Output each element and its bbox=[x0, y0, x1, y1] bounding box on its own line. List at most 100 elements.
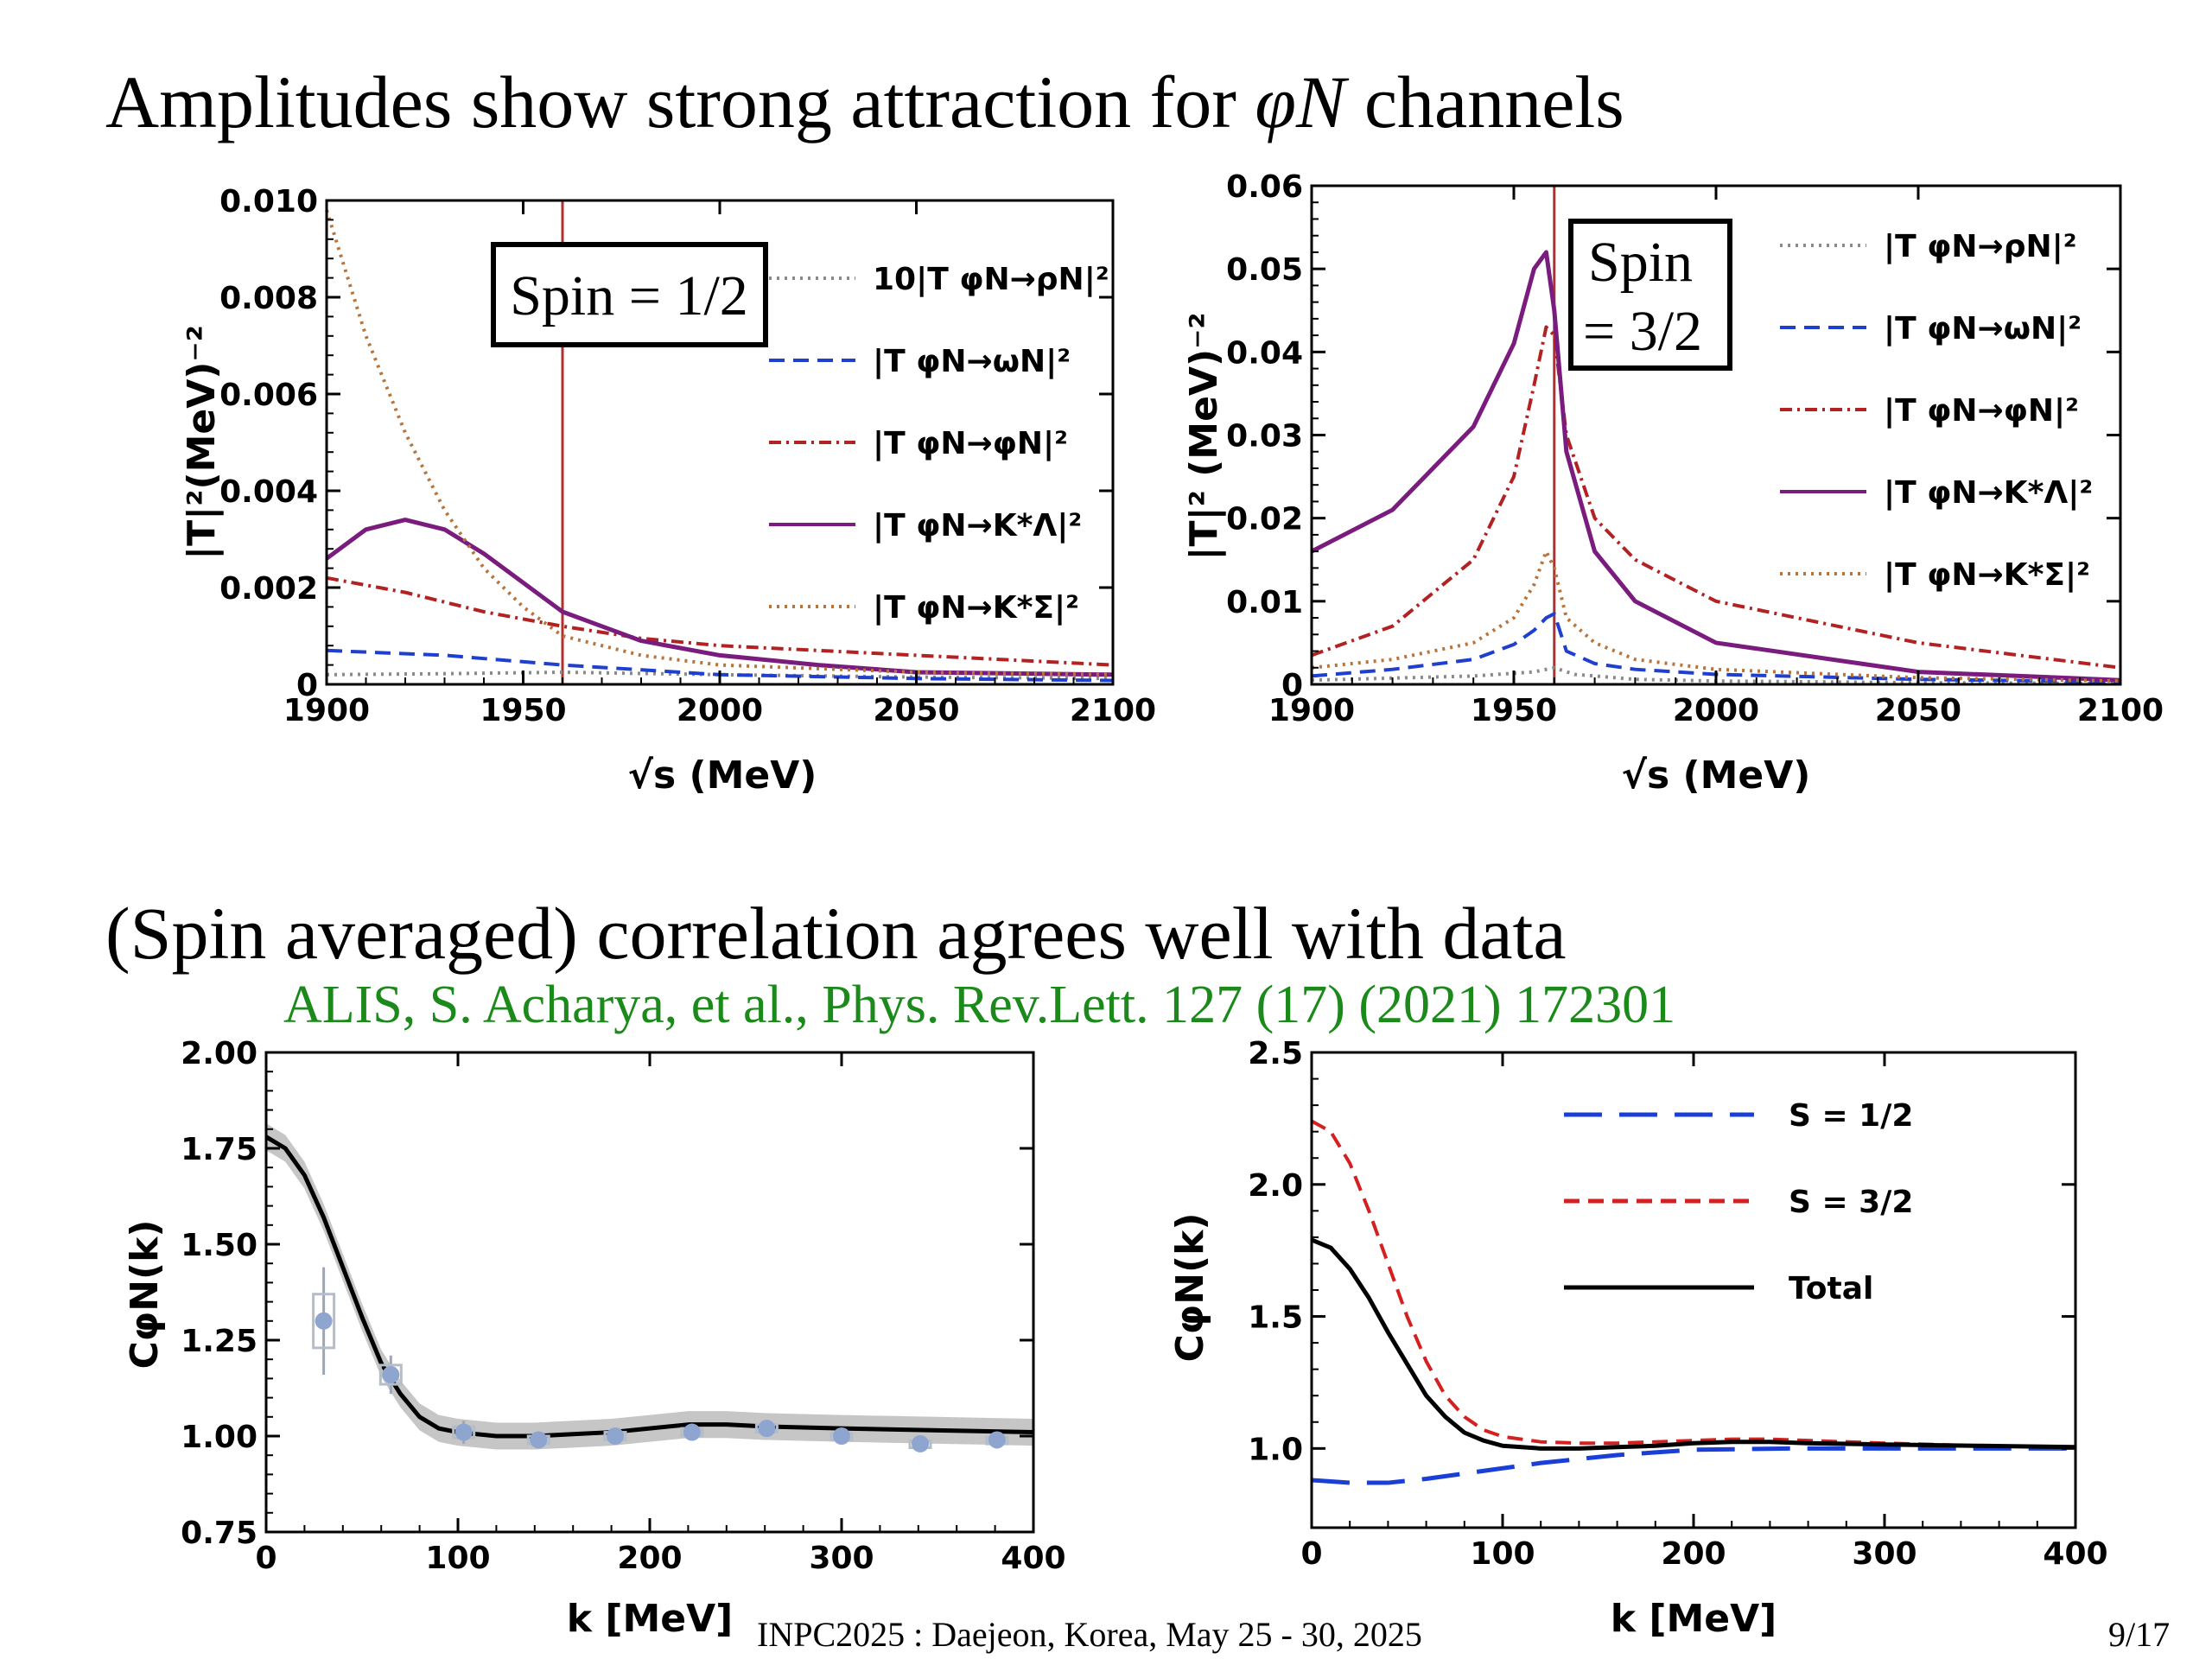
x-tick-label: 1950 bbox=[1471, 693, 1557, 728]
heading1-math: φN bbox=[1255, 60, 1346, 143]
chart1-legend: 10|T φN→ρN|² |T φN→ωN|² |T φN→φN|² |T φN→K*… bbox=[769, 262, 1109, 626]
data-point bbox=[454, 1423, 473, 1441]
y-tick-label: 1.5 bbox=[1248, 1300, 1303, 1336]
chart1-spin-box: Spin = 1/2 bbox=[491, 242, 768, 347]
y-tick-label: 0 bbox=[296, 668, 318, 703]
legend-label-0: |T φN→ρN|² bbox=[1884, 229, 2077, 264]
series-line-2 bbox=[326, 575, 1114, 667]
chart2-spin-box-line1: Spin bbox=[1588, 231, 1693, 294]
y-tick-label: 0.04 bbox=[1226, 335, 1303, 371]
y-tick-label: 0.002 bbox=[219, 571, 318, 607]
legend-label-1: |T φN→ωN|² bbox=[1884, 311, 2082, 346]
data-point bbox=[315, 1312, 333, 1330]
x-tick-label: 2100 bbox=[1070, 693, 1156, 728]
legend-label-3: |T φN→K*Λ|² bbox=[873, 508, 1082, 543]
data-point bbox=[607, 1427, 625, 1445]
chart3-ylabel: CφN(k) bbox=[123, 1219, 167, 1369]
syst-box bbox=[312, 1293, 336, 1350]
y-tick-label: 0 bbox=[1281, 668, 1303, 703]
chart2-ylabel: |T|² (MeV)⁻² bbox=[1182, 312, 1226, 560]
series-line-0 bbox=[326, 671, 1114, 681]
slide-title-2: (Spin averaged) correlation agrees well … bbox=[105, 892, 1567, 975]
data-point bbox=[683, 1423, 701, 1441]
legend-label-4: |T φN→K*Σ|² bbox=[1884, 557, 2090, 593]
x-tick-label: 100 bbox=[1470, 1536, 1535, 1572]
legend-label-2: |T φN→φN|² bbox=[1884, 393, 2079, 429]
slide-footer: INPC2025 : Daejeon, Korea, May 25 - 30, … bbox=[757, 1615, 1422, 1654]
legend-label-4: |T φN→K*Σ|² bbox=[873, 590, 1079, 626]
x-tick-label: 2050 bbox=[1875, 693, 1961, 728]
chart4-legend: S = 1/2 S = 3/2 Total bbox=[1564, 1098, 1913, 1306]
heading1-pre: Amplitudes show strong attraction for bbox=[105, 60, 1255, 143]
y-tick-label: 0.02 bbox=[1226, 502, 1303, 537]
chart1-spin-box-frame bbox=[491, 242, 768, 347]
chart3-series-layer bbox=[264, 1123, 1034, 1452]
x-tick-label: 2000 bbox=[677, 693, 763, 728]
chart3-axes: 0 100 200 300 400 0.75 1.00 1.25 1.50 1.75 2.00 bbox=[181, 1036, 1065, 1576]
x-tick-label: 2050 bbox=[873, 693, 959, 728]
chart4-axes: 0 100 200 300 400 1.0 1.5 2.0 2.5 bbox=[1248, 1036, 2107, 1572]
heading1-post: channels bbox=[1345, 60, 1624, 143]
legend-label-0: 10|T φN→ρN|² bbox=[873, 262, 1109, 297]
y-tick-label: 2.5 bbox=[1248, 1036, 1303, 1071]
series-line-0 bbox=[1311, 1446, 2075, 1485]
series-line-3 bbox=[325, 518, 1114, 677]
series-line-1 bbox=[1311, 1119, 2076, 1449]
chart4-frame bbox=[1310, 1051, 2077, 1529]
y-tick-label: 0.06 bbox=[1226, 169, 1303, 205]
chart1-spin-box-label: Spin = 1/2 bbox=[510, 264, 748, 327]
series-line-4 bbox=[1311, 550, 2121, 683]
legend-label-2: |T φN→φN|² bbox=[873, 426, 1068, 461]
x-tick-label: 200 bbox=[617, 1541, 682, 1576]
data-point bbox=[758, 1420, 776, 1438]
legend-label-3: |T φN→K*Λ|² bbox=[1884, 475, 2093, 511]
series-line-0 bbox=[264, 1135, 1034, 1439]
x-tick-label: 0 bbox=[1300, 1536, 1322, 1572]
y-tick-label: 0.05 bbox=[1226, 252, 1303, 288]
slide-title-1: Amplitudes show strong attraction for φN… bbox=[105, 59, 1624, 145]
series-line-2 bbox=[1311, 1237, 2076, 1451]
x-tick-label: 1900 bbox=[283, 693, 370, 728]
y-tick-label: 1.50 bbox=[181, 1228, 257, 1263]
chart4-ylabel: CφN(k) bbox=[1168, 1212, 1212, 1362]
data-point bbox=[988, 1431, 1006, 1449]
x-tick-label: 300 bbox=[809, 1541, 874, 1576]
data-point bbox=[382, 1365, 400, 1383]
data-point bbox=[530, 1431, 548, 1449]
x-tick-label: 1900 bbox=[1268, 693, 1355, 728]
y-tick-label: 1.0 bbox=[1248, 1432, 1303, 1467]
chart2-spin-box-frame bbox=[1568, 219, 1732, 371]
chart2-axes: 1900 1950 2000 2050 2100 0 0.01 0.02 0.03 0.04 0.0… bbox=[1226, 169, 2164, 728]
chart1-ylabel: |T|²(MeV)⁻² bbox=[180, 325, 224, 560]
y-tick-label: 1.25 bbox=[181, 1324, 257, 1359]
y-tick-label: 0.03 bbox=[1226, 419, 1303, 454]
y-tick-label: 0.010 bbox=[219, 184, 318, 219]
chart2-spin-box-line2: = 3/2 bbox=[1583, 300, 1702, 363]
page-number: 9/17 bbox=[2108, 1615, 2171, 1654]
y-tick-label: 0.004 bbox=[219, 474, 318, 510]
series-line-1 bbox=[326, 648, 1114, 683]
chart1-axes: 1900 1950 2000 2050 2100 0 0.002 0.004 0.006 0.00… bbox=[219, 184, 1156, 728]
x-tick-label: 200 bbox=[1661, 1536, 1726, 1572]
y-tick-label: 0.01 bbox=[1226, 585, 1303, 620]
y-tick-label: 0.75 bbox=[181, 1516, 257, 1551]
y-tick-label: 1.75 bbox=[181, 1132, 257, 1167]
legend-label-1: |T φN→ωN|² bbox=[873, 344, 1071, 379]
x-tick-label: 400 bbox=[2043, 1536, 2107, 1572]
data-point bbox=[833, 1427, 850, 1445]
x-tick-label: 2000 bbox=[1673, 693, 1759, 728]
chart2-legend: |T φN→ρN|² |T φN→ωN|² |T φN→φN|² |T φN→K*Λ|… bbox=[1780, 229, 2093, 593]
y-tick-label: 2.00 bbox=[181, 1036, 257, 1071]
reference-citation: ALIS, S. Acharya, et al., Phys. Rev.Lett… bbox=[283, 976, 1676, 1034]
x-tick-label: 400 bbox=[1001, 1541, 1065, 1576]
legend-label-0: S = 1/2 bbox=[1789, 1098, 1913, 1134]
y-tick-label: 2.0 bbox=[1248, 1168, 1303, 1204]
legend-label-1: S = 3/2 bbox=[1789, 1185, 1913, 1220]
y-tick-label: 0.008 bbox=[219, 281, 318, 316]
chart3-xlabel: k [MeV] bbox=[567, 1597, 733, 1641]
x-tick-label: 0 bbox=[255, 1541, 276, 1576]
